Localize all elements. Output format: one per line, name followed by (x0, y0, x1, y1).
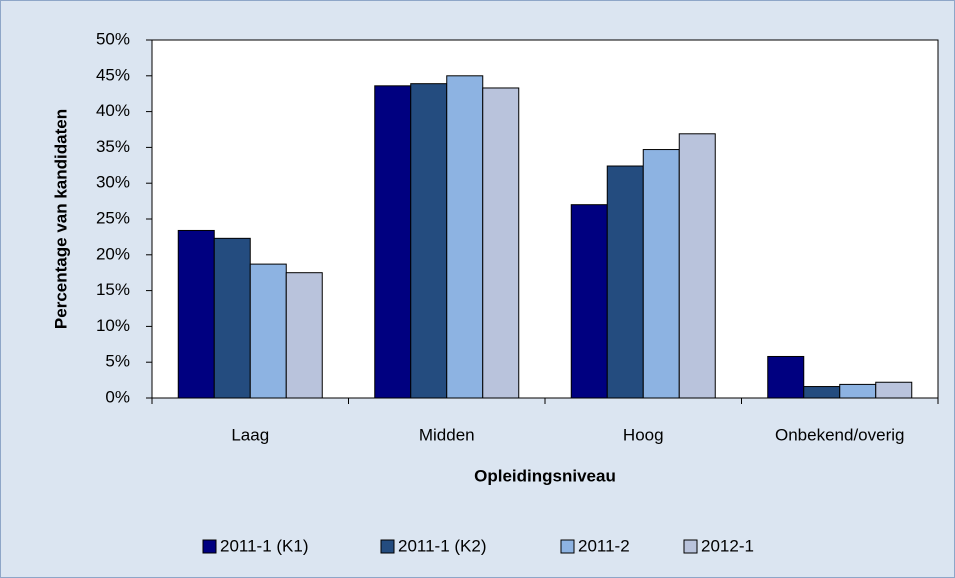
y-tick-label: 30% (96, 173, 130, 192)
y-tick-label: 50% (96, 29, 130, 48)
bar (177, 229, 215, 399)
bar (803, 386, 841, 399)
y-tick-label: 0% (105, 387, 130, 406)
y-tick-label: 5% (105, 352, 130, 371)
x-axis-title: Opleidingsniveau (474, 466, 616, 485)
x-tick-label: Onbekend/overig (775, 425, 904, 444)
bar (374, 85, 412, 399)
legend-label: 2011-1 (K1) (220, 536, 309, 555)
legend-swatch (683, 539, 698, 554)
y-tick-label: 15% (96, 280, 130, 299)
x-tick-label: Laag (231, 425, 269, 444)
bar (642, 149, 680, 399)
y-tick-label: 20% (96, 244, 130, 263)
y-tick-label: 35% (96, 137, 130, 156)
x-tick-label: Hoog (623, 425, 664, 444)
legend-swatch (380, 539, 395, 554)
y-tick-label: 25% (96, 208, 130, 227)
bar (482, 87, 520, 399)
legend-swatch (560, 539, 575, 554)
y-tick-label: 40% (96, 101, 130, 120)
y-axis-title: Percentage van kandidaten (51, 109, 70, 329)
bar (570, 204, 608, 399)
bar (839, 383, 877, 399)
x-tick-label: Midden (419, 425, 475, 444)
legend-label: 2012-1 (701, 536, 754, 555)
bar (875, 381, 913, 399)
y-tick-label: 10% (96, 316, 130, 335)
legend-label: 2011-2 (578, 536, 630, 555)
bar (285, 272, 323, 399)
legend-label: 2011-1 (K2) (398, 536, 487, 555)
y-tick-label: 45% (96, 65, 130, 84)
bar (767, 355, 805, 399)
bar (606, 165, 644, 399)
bar (446, 75, 484, 399)
legend-swatch (202, 539, 217, 554)
bar (410, 83, 448, 399)
bar (249, 263, 287, 399)
bar (678, 133, 716, 399)
bar (213, 237, 251, 399)
